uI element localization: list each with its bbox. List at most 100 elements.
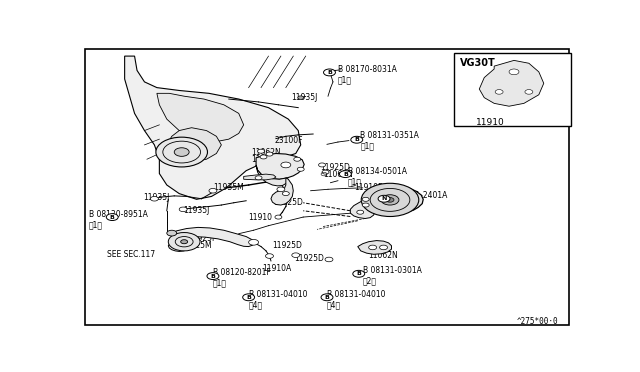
Text: 11935J: 11935J (143, 193, 170, 202)
Circle shape (243, 294, 255, 301)
Circle shape (294, 157, 301, 161)
Circle shape (353, 137, 360, 141)
Circle shape (495, 90, 503, 94)
Circle shape (209, 189, 217, 193)
Text: N: N (381, 196, 387, 201)
Text: B: B (356, 271, 361, 276)
Text: 11925D: 11925D (321, 163, 351, 172)
Circle shape (292, 253, 300, 257)
Text: 23100F: 23100F (275, 136, 303, 145)
Text: 11925D: 11925D (251, 155, 281, 164)
Circle shape (325, 257, 333, 262)
Circle shape (339, 171, 351, 177)
Text: B: B (211, 273, 216, 279)
Circle shape (321, 294, 333, 301)
Circle shape (361, 183, 419, 217)
Polygon shape (125, 56, 301, 199)
Text: B 08134-0501A
〈1〉: B 08134-0501A 〈1〉 (348, 167, 407, 186)
Text: B: B (246, 295, 251, 300)
Text: B 08120-8201F
〈1〉: B 08120-8201F 〈1〉 (213, 268, 271, 288)
Circle shape (362, 197, 369, 201)
Circle shape (362, 203, 369, 207)
Circle shape (174, 148, 189, 156)
Polygon shape (271, 178, 293, 205)
Text: 11935M: 11935M (213, 183, 244, 192)
Text: 11062N: 11062N (369, 251, 399, 260)
Circle shape (297, 167, 304, 171)
Text: 11925D: 11925D (273, 198, 303, 207)
Polygon shape (167, 128, 221, 162)
Circle shape (168, 232, 200, 251)
Text: N 08911-2401A
〈1〉: N 08911-2401A 〈1〉 (388, 191, 447, 211)
Text: B 08130-8951A
〈1〉: B 08130-8951A 〈1〉 (89, 210, 148, 230)
Circle shape (353, 270, 365, 277)
Text: B: B (324, 295, 330, 300)
Text: ^275*00·0: ^275*00·0 (516, 317, 558, 326)
Circle shape (266, 152, 273, 156)
Text: B: B (110, 215, 115, 219)
Polygon shape (244, 174, 276, 180)
Text: VG30T: VG30T (460, 58, 496, 68)
Circle shape (255, 176, 262, 180)
Circle shape (248, 240, 259, 245)
Circle shape (525, 90, 533, 94)
Circle shape (380, 245, 388, 250)
Text: 11910: 11910 (249, 214, 273, 222)
Text: 11062N: 11062N (251, 148, 281, 157)
Circle shape (324, 69, 335, 76)
Circle shape (275, 215, 282, 219)
Text: B 08131-04010
〈4〉: B 08131-04010 〈4〉 (249, 291, 307, 310)
Circle shape (281, 162, 291, 168)
Circle shape (277, 187, 285, 192)
Polygon shape (479, 60, 544, 106)
Text: SEE SEC.117: SEE SEC.117 (108, 250, 156, 259)
Text: B: B (355, 137, 359, 142)
Text: 11925D: 11925D (273, 241, 302, 250)
Text: 11910A: 11910A (262, 264, 292, 273)
Text: 11935J: 11935J (183, 206, 209, 215)
Circle shape (167, 230, 177, 236)
Polygon shape (157, 93, 244, 142)
Circle shape (378, 195, 390, 202)
Polygon shape (358, 241, 392, 254)
Circle shape (207, 273, 219, 279)
Bar (454, 53, 571, 126)
Text: B 08131-0301A
〈2〉: B 08131-0301A 〈2〉 (363, 266, 422, 285)
Text: B: B (343, 171, 348, 177)
Circle shape (342, 172, 349, 176)
Text: 11925D: 11925D (294, 254, 324, 263)
Circle shape (326, 70, 333, 75)
Polygon shape (168, 227, 255, 251)
Text: 11910B: 11910B (354, 183, 383, 192)
Text: 11925F: 11925F (188, 234, 216, 243)
Circle shape (298, 96, 304, 99)
Text: 11062N: 11062N (323, 170, 353, 179)
Circle shape (180, 240, 188, 244)
Circle shape (319, 163, 326, 167)
Text: 11935J: 11935J (291, 93, 317, 102)
Text: 11925M: 11925M (182, 241, 212, 250)
Circle shape (179, 207, 187, 212)
Polygon shape (365, 186, 423, 213)
Text: B 08131-04010
〈4〉: B 08131-04010 〈4〉 (327, 291, 385, 310)
Circle shape (266, 254, 273, 258)
Circle shape (106, 214, 118, 221)
Text: 11910: 11910 (476, 118, 504, 127)
Circle shape (509, 69, 519, 75)
Polygon shape (256, 165, 288, 186)
Polygon shape (256, 154, 304, 179)
Circle shape (150, 196, 158, 201)
Text: 11911: 11911 (369, 245, 392, 254)
Polygon shape (350, 199, 375, 218)
Text: B 08131-0351A
〈1〉: B 08131-0351A 〈1〉 (360, 131, 419, 150)
Circle shape (156, 137, 207, 167)
Circle shape (257, 149, 264, 153)
Circle shape (351, 136, 363, 143)
Text: B 08170-8031A
〈1〉: B 08170-8031A 〈1〉 (338, 65, 397, 84)
Circle shape (282, 192, 289, 196)
Circle shape (369, 245, 376, 250)
Circle shape (322, 170, 329, 174)
Text: B: B (327, 70, 332, 75)
Circle shape (381, 195, 399, 205)
Circle shape (386, 198, 394, 202)
